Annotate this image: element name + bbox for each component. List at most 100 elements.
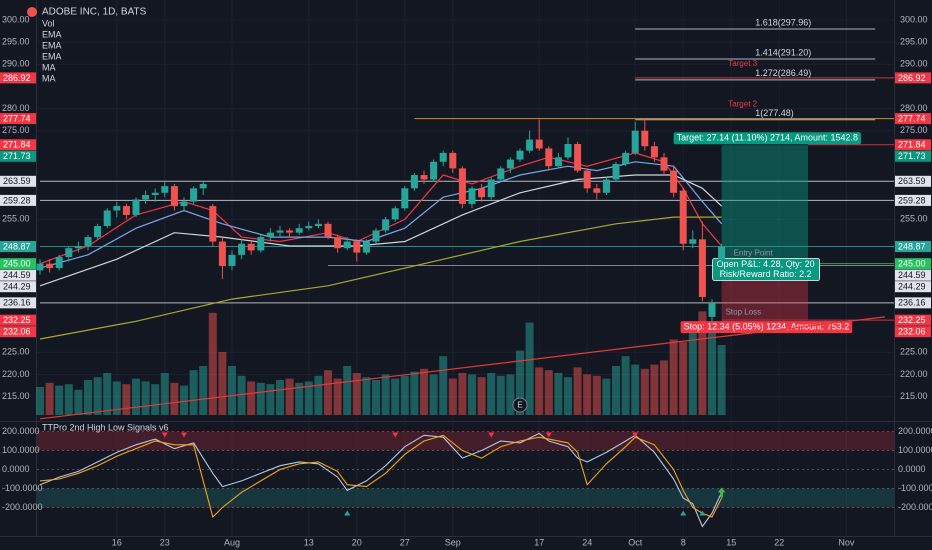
- candle-body: [545, 148, 553, 167]
- candle-body: [122, 206, 130, 215]
- candle-body: [199, 183, 207, 189]
- candle-body: [94, 226, 102, 238]
- pnl-text: Open P&L: 4.28, Qty: 20: [717, 259, 815, 269]
- target-zone: [721, 145, 808, 266]
- candle-body: [506, 159, 514, 169]
- price-tag-right: [895, 113, 931, 125]
- price-tag-label-right: 286.92: [898, 73, 926, 83]
- volume-bar: [352, 373, 361, 415]
- price-tag-left: [0, 113, 36, 125]
- pnl-box: [712, 258, 820, 281]
- candle-body: [305, 226, 313, 229]
- price-tag-label-right: 232.25: [898, 315, 926, 325]
- price-tag-label-right: 244.59: [898, 270, 926, 280]
- overlay-line: [39, 316, 885, 420]
- volume-bar: [372, 380, 380, 415]
- price-tag-right: [895, 326, 931, 338]
- candle-body: [708, 303, 716, 317]
- volume-bar: [592, 375, 601, 415]
- price-tag-left: [0, 281, 36, 293]
- y-tick-label-left: 290.00: [2, 59, 30, 69]
- volume-bar: [439, 356, 448, 415]
- price-tag-label-left: 244.29: [3, 282, 31, 292]
- volume-bar: [631, 364, 640, 415]
- price-tag-left: [0, 326, 36, 338]
- volume-bar: [295, 382, 304, 415]
- price-tag-right: [895, 269, 931, 281]
- candle-body: [238, 243, 246, 255]
- price-tag-label-left: 236.16: [3, 298, 31, 308]
- volume-bar: [122, 384, 131, 415]
- axes-layer: 16 23 Aug 13 20 27 Sep 17 24 Oct 8 15 22 Nov 300.00 300…: [0, 14, 932, 547]
- price-tag-right: [895, 241, 931, 253]
- volume-bar: [535, 367, 544, 415]
- x-tick-label: 16: [112, 537, 122, 547]
- candle-body: [401, 188, 409, 209]
- candle-body: [478, 188, 486, 198]
- candle-body: [516, 150, 524, 160]
- candle-body: [526, 139, 534, 151]
- candle-body: [132, 199, 140, 215]
- volume-bar: [276, 380, 284, 415]
- volume-bar: [420, 368, 428, 415]
- candle-body: [257, 237, 265, 251]
- volume-bar: [516, 350, 524, 415]
- volume-bar: [410, 371, 419, 415]
- y-tick-label-right: 220.00: [900, 369, 928, 379]
- candle-body: [314, 223, 322, 227]
- osc-tick-label-right: 0.0000: [898, 464, 926, 474]
- x-tick-label: 13: [304, 537, 314, 547]
- candle-body: [497, 168, 505, 180]
- price-tag-right: [895, 194, 931, 206]
- price-tag-right: [895, 175, 931, 187]
- candle-body: [468, 188, 476, 204]
- candle-body: [391, 208, 399, 220]
- candle-body: [449, 152, 457, 169]
- sell-signal: [161, 432, 168, 438]
- x-tick-label: 23: [160, 537, 170, 547]
- osc-line: [39, 434, 723, 519]
- volume-bar: [679, 342, 688, 415]
- volume-bar: [698, 311, 707, 415]
- volume-bar: [602, 378, 611, 415]
- y-tick-label-right: 225.00: [900, 347, 928, 357]
- target-label: Target 2: [728, 100, 757, 109]
- candle-body: [151, 192, 159, 195]
- price-tag-label-right: 245.00: [898, 259, 926, 269]
- volume-bar: [199, 366, 208, 415]
- x-tick-label: 15: [726, 537, 736, 547]
- price-tag-label-left: 271.73: [3, 151, 31, 161]
- volume-bar: [496, 375, 505, 415]
- sell-signal: [632, 432, 639, 438]
- volume-bar: [660, 360, 668, 415]
- candle-body: [487, 179, 495, 198]
- candle-body: [334, 237, 342, 249]
- price-tag-left: [0, 258, 36, 270]
- legend-entry: Vol: [42, 18, 55, 28]
- volume-bar: [285, 378, 294, 415]
- candle-body: [660, 157, 668, 171]
- earnings-label: E: [517, 401, 522, 410]
- target-text: Target: 27.14 (11.10%) 2714, Amount: 154…: [677, 133, 858, 143]
- volume-bar: [468, 374, 476, 415]
- buy-signal: [680, 510, 687, 516]
- x-tick-label: Sep: [445, 537, 461, 547]
- osc-tick-label-left: 200.0000: [2, 426, 40, 436]
- y-tick-label-right: 290.00: [900, 59, 928, 69]
- entry-text: Entry Point: [734, 249, 774, 258]
- candle-body: [362, 241, 370, 253]
- signal-band: [37, 431, 894, 451]
- candle-body: [170, 186, 178, 207]
- volume-bar: [583, 374, 592, 415]
- volume-bar: [400, 375, 409, 415]
- earnings-marker: [512, 397, 528, 413]
- y-tick-label-left: 225.00: [2, 347, 30, 357]
- price-tag-left: [0, 175, 36, 187]
- price-tag-right: [895, 297, 931, 309]
- overlay-line: [39, 216, 722, 340]
- candle-body: [439, 152, 447, 162]
- price-tag-right: [895, 150, 931, 162]
- price-tag-right: [895, 281, 931, 293]
- volume-bar: [74, 389, 83, 415]
- price-tag-label-right: 259.28: [898, 195, 926, 205]
